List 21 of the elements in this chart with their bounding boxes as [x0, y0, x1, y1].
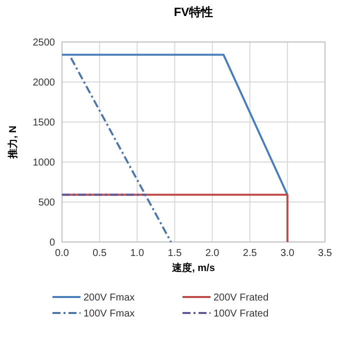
x-tick-label: 3.0 [280, 248, 295, 259]
x-tick-label: 1.5 [168, 248, 182, 259]
y-tick-label: 1000 [32, 158, 56, 168]
legend-label: 100V Frated [214, 308, 269, 320]
legend-label: 200V Frated [214, 292, 269, 304]
y-tick-label: 500 [38, 198, 56, 208]
chart-title: FV特性 [174, 5, 214, 19]
y-tick-label: 2000 [32, 78, 56, 88]
y-tick-label: 1500 [32, 118, 56, 128]
x-tick-label: 1.0 [130, 248, 145, 259]
y-axis-title: 推力, N [7, 126, 19, 160]
x-tick-label: 2.0 [205, 248, 220, 259]
y-tick-label: 2500 [32, 38, 56, 48]
x-tick-label: 0.5 [92, 248, 107, 259]
x-tick-label: 2.5 [242, 248, 258, 259]
y-tick-label: 0 [49, 238, 56, 248]
x-axis-title: 速度, m/s [171, 262, 216, 274]
x-tick-label: 3.5 [318, 248, 332, 259]
legend-label: 200V Fmax [84, 292, 135, 304]
legend-label: 100V Fmax [84, 308, 135, 320]
x-tick-label: 0.0 [55, 248, 70, 259]
